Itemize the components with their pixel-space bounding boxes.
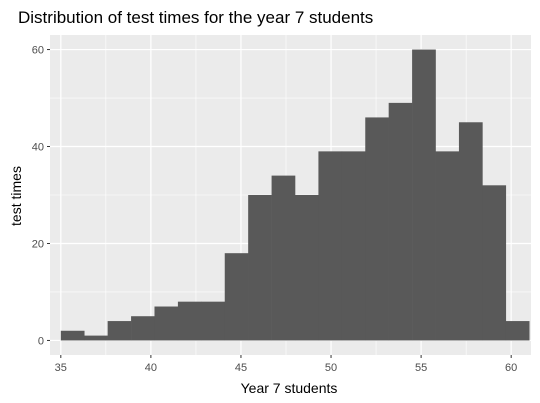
histogram-bars bbox=[60, 49, 530, 341]
histogram-bar bbox=[271, 175, 296, 341]
y-axis-title: test times bbox=[8, 166, 24, 226]
x-tick-label: 55 bbox=[415, 362, 427, 374]
x-tick-label: 60 bbox=[505, 362, 517, 374]
histogram-bar bbox=[177, 301, 202, 341]
y-axis-ticks: 0 20 40 60 bbox=[32, 45, 50, 347]
histogram-bar bbox=[295, 195, 319, 341]
histogram-bar bbox=[388, 102, 413, 341]
y-tick-label: 20 bbox=[32, 238, 44, 250]
chart-title: Distribution of test times for the year … bbox=[18, 8, 373, 27]
x-axis-title: Year 7 students bbox=[241, 380, 338, 396]
histogram-bar bbox=[482, 185, 507, 341]
y-tick-label: 40 bbox=[32, 142, 44, 154]
histogram-bar bbox=[84, 335, 108, 341]
histogram-bar bbox=[318, 151, 343, 341]
histogram-bar bbox=[365, 117, 389, 341]
histogram-bar bbox=[131, 316, 155, 341]
histogram-bar bbox=[458, 122, 483, 341]
histogram-bar bbox=[201, 301, 226, 341]
x-tick-label: 45 bbox=[235, 362, 247, 374]
y-tick-label: 60 bbox=[32, 45, 44, 57]
x-tick-label: 40 bbox=[145, 362, 157, 374]
histogram-bar bbox=[107, 321, 132, 341]
y-tick-label: 0 bbox=[38, 335, 44, 347]
histogram-bar bbox=[60, 330, 85, 341]
x-tick-label: 50 bbox=[325, 362, 337, 374]
histogram-bar bbox=[154, 306, 179, 341]
histogram-bar bbox=[341, 151, 366, 341]
histogram-bar bbox=[505, 321, 530, 341]
histogram-bar bbox=[435, 151, 460, 341]
x-tick-label: 35 bbox=[55, 362, 67, 374]
histogram-bar bbox=[248, 195, 272, 341]
histogram-bar bbox=[412, 49, 436, 341]
x-axis-ticks: 35 40 45 50 55 60 bbox=[55, 355, 517, 374]
histogram-bar bbox=[224, 253, 249, 341]
